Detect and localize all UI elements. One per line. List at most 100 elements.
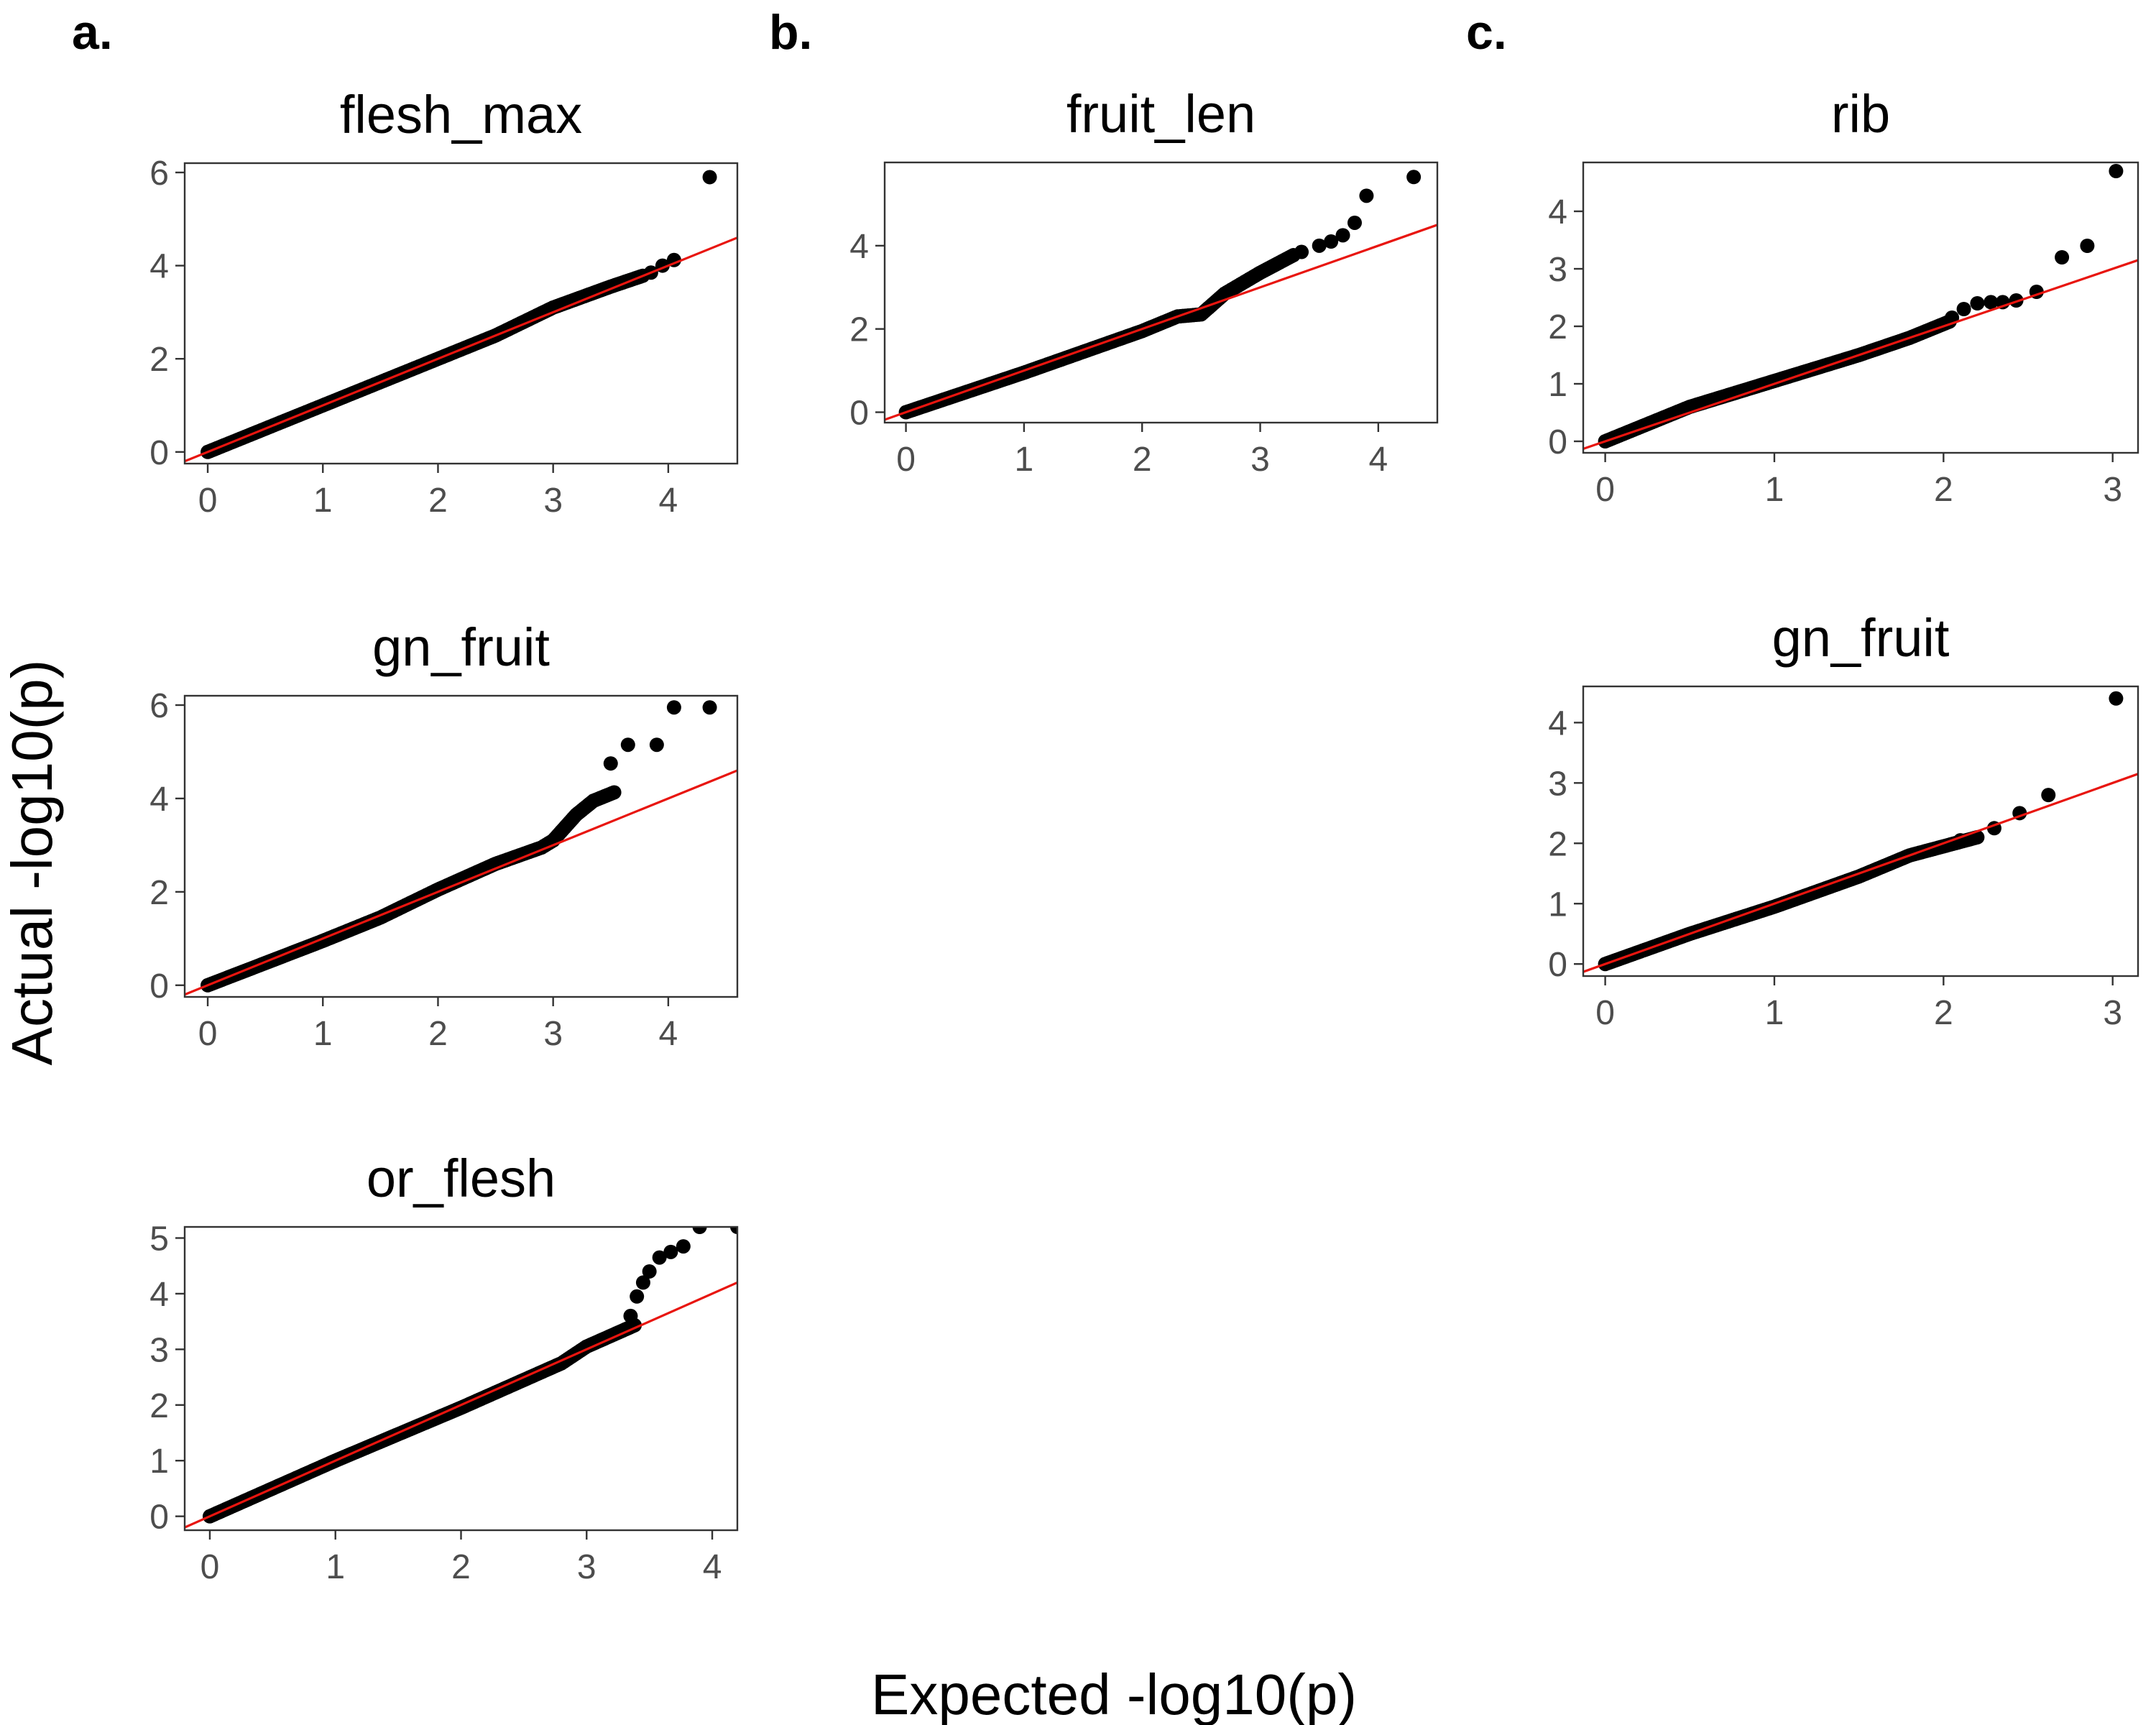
y-tick-label: 0 xyxy=(149,967,169,1006)
reference-line xyxy=(885,224,1437,421)
qq-point xyxy=(1956,302,1971,316)
x-tick-label: 1 xyxy=(326,1548,345,1586)
facet-title: or_flesh xyxy=(367,1149,556,1208)
reference-line xyxy=(185,769,737,996)
y-tick-label: 0 xyxy=(1548,946,1567,984)
x-tick-label: 4 xyxy=(659,1015,678,1053)
qq-point xyxy=(630,1289,645,1304)
x-tick-label: 2 xyxy=(1934,471,1953,509)
x-tick-label: 2 xyxy=(1934,994,1953,1032)
y-tick-label: 5 xyxy=(149,1220,169,1258)
panel-letter-c: c. xyxy=(1466,5,1507,60)
y-tick-label: 1 xyxy=(1548,366,1567,404)
data-layer xyxy=(885,170,1437,421)
x-tick-label: 0 xyxy=(1595,471,1615,509)
x-tick-label: 2 xyxy=(428,482,448,520)
panel-border xyxy=(183,162,739,465)
y-tick-label: 1 xyxy=(149,1443,169,1481)
qq-panels: flesh_max 0 1 2 3 4 0 2 4 6 gn_fruit 0 1 2 3 4 0 2 4 6 or_fl… xyxy=(149,84,2139,1586)
y-tick-label: 4 xyxy=(149,248,169,286)
facet-title: flesh_max xyxy=(340,85,582,144)
panel-border xyxy=(883,161,1439,424)
qq-point xyxy=(1359,188,1374,203)
y-tick-label: 3 xyxy=(149,1331,169,1369)
y-tick-label: 2 xyxy=(149,874,169,912)
x-tick-label: 1 xyxy=(1765,994,1784,1032)
qq-point xyxy=(1984,295,1999,310)
x-tick-label: 0 xyxy=(198,482,218,520)
qq-point xyxy=(663,1244,678,1259)
qq-point xyxy=(2080,239,2095,253)
qq-point xyxy=(1312,238,1327,253)
qq-point xyxy=(692,1227,707,1234)
data-layer xyxy=(1583,691,2138,973)
y-tick-label: 1 xyxy=(1548,886,1567,924)
x-tick-label: 1 xyxy=(1015,441,1034,479)
y-tick-label: 4 xyxy=(1548,193,1567,231)
x-tick-label: 1 xyxy=(313,482,333,520)
x-tick-label: 2 xyxy=(428,1015,448,1053)
y-tick-label: 4 xyxy=(1548,704,1567,742)
data-layer xyxy=(1583,164,2138,451)
y-tick-label: 4 xyxy=(849,228,869,266)
x-tick-label: 1 xyxy=(1765,471,1784,509)
qq-point xyxy=(649,737,664,753)
qq-point xyxy=(702,700,717,715)
y-tick-label: 3 xyxy=(1548,251,1567,289)
panel-letter-a: a. xyxy=(72,5,113,60)
qq-point xyxy=(730,1227,737,1234)
x-tick-label: 0 xyxy=(201,1548,220,1586)
qq-point xyxy=(2041,788,2056,803)
qq-point xyxy=(652,1250,667,1265)
qq-panel-4: fruit_len 0 1 2 3 4 0 2 4 xyxy=(849,84,1439,479)
x-tick-label: 4 xyxy=(1368,441,1388,479)
x-tick-label: 3 xyxy=(543,482,563,520)
qq-point xyxy=(1335,228,1350,243)
facet-title: fruit_len xyxy=(1067,84,1256,144)
x-tick-label: 3 xyxy=(1250,441,1270,479)
x-axis-title: Expected -log10(p) xyxy=(871,1662,1357,1725)
facet-title: gn_fruit xyxy=(372,617,550,677)
qq-panel-2: gn_fruit 0 1 2 3 4 0 2 4 6 xyxy=(149,617,739,1053)
facet-title: gn_fruit xyxy=(1772,608,1950,668)
y-tick-label: 6 xyxy=(149,155,169,193)
qq-point xyxy=(607,785,622,800)
qq-point xyxy=(2109,164,2124,178)
y-tick-label: 4 xyxy=(149,1276,169,1314)
qq-point xyxy=(620,737,635,753)
x-tick-label: 3 xyxy=(2103,471,2122,509)
panel-border xyxy=(183,694,739,998)
reference-line xyxy=(185,236,737,463)
facet-title: rib xyxy=(1831,84,1890,144)
y-tick-label: 2 xyxy=(1548,308,1567,346)
panel-border xyxy=(1582,685,2139,978)
x-tick-label: 0 xyxy=(896,441,916,479)
data-layer xyxy=(185,1227,737,1529)
y-tick-label: 2 xyxy=(149,1387,169,1425)
qq-point xyxy=(1406,170,1422,185)
reference-line xyxy=(185,1281,737,1529)
data-layer xyxy=(185,170,737,463)
x-tick-label: 0 xyxy=(1595,994,1615,1032)
qq-point xyxy=(1347,215,1362,230)
x-tick-label: 2 xyxy=(451,1548,471,1586)
qq-point xyxy=(666,700,681,715)
y-tick-label: 2 xyxy=(849,311,869,349)
y-tick-label: 4 xyxy=(149,781,169,819)
reference-line xyxy=(1583,259,2138,451)
qq-point xyxy=(676,1239,691,1254)
qq-point xyxy=(702,170,717,185)
qq-point xyxy=(2055,250,2070,264)
panel-border xyxy=(1582,161,2139,454)
qq-point xyxy=(603,756,618,771)
qq-point xyxy=(1294,244,1309,259)
x-tick-label: 4 xyxy=(703,1548,722,1586)
qq-point xyxy=(623,1308,638,1323)
qq-point xyxy=(2109,691,2124,706)
x-tick-label: 4 xyxy=(659,482,678,520)
qq-point xyxy=(635,1275,650,1290)
y-tick-label: 0 xyxy=(1548,423,1567,461)
qq-panel-1: flesh_max 0 1 2 3 4 0 2 4 6 xyxy=(149,85,739,520)
qq-point xyxy=(1324,234,1339,249)
x-tick-label: 1 xyxy=(313,1015,333,1053)
